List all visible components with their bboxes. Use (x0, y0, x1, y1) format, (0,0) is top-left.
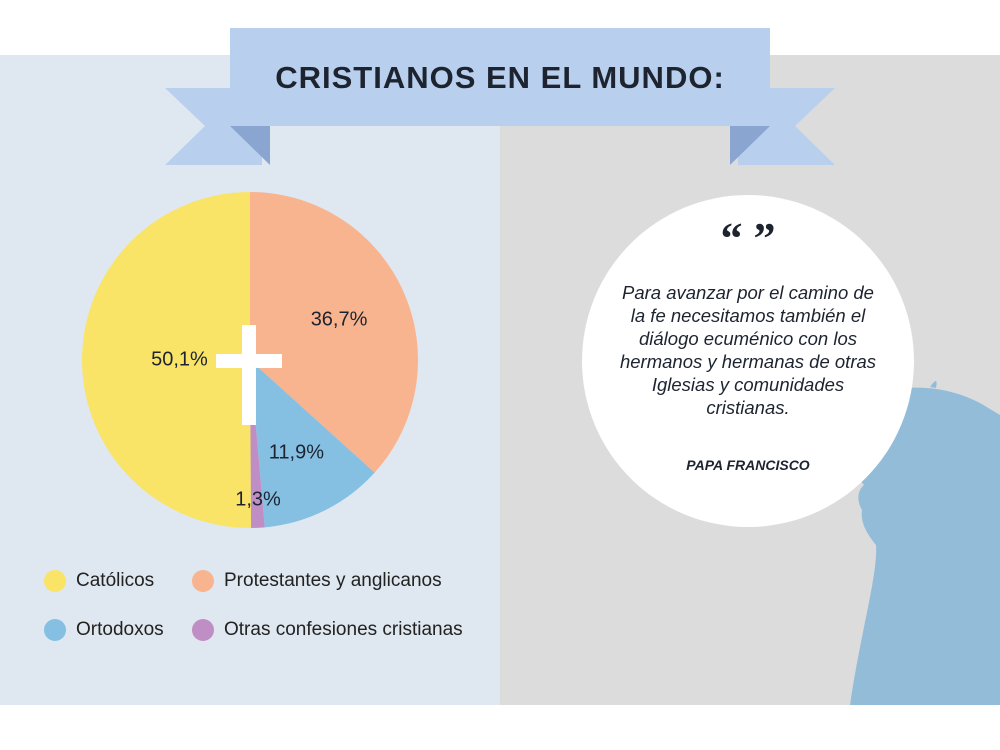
legend-dot-icon (44, 570, 66, 592)
quote-author: PAPA FRANCISCO (686, 457, 810, 473)
pie-label-4: 1,3% (235, 488, 281, 510)
pie-label-3: 11,9% (269, 442, 324, 464)
ribbon-right-fold (730, 126, 770, 165)
legend-item-catolicos: Católicos (44, 570, 154, 592)
pie-label-1: 50,1% (151, 349, 208, 371)
pie-slice-2 (250, 192, 418, 473)
pie-slices (81, 192, 418, 528)
pie-label-2: 36,7% (311, 309, 368, 331)
quote-marks-icon: “ ” (720, 214, 776, 263)
page-title: CRISTIANOS EN EL MUNDO: (275, 60, 725, 95)
quote-text: Para avanzar por el camino de la fe nece… (610, 281, 886, 419)
cross-icon (216, 325, 282, 425)
legend-item-ortodoxos: Ortodoxos (44, 619, 164, 641)
ribbon-main (230, 28, 770, 126)
pie-slice-1 (81, 192, 252, 528)
quote-bubble: “ ” Para avanzar por el camino de la fe … (582, 195, 914, 527)
legend-label: Otras confesiones cristianas (224, 619, 463, 640)
legend-dot-icon (192, 570, 214, 592)
quote-line: Iglesias y comunidades (651, 374, 845, 395)
pie-labels: 50,1% 36,7% 11,9% 1,3% (151, 309, 368, 511)
legend-item-protestantes: Protestantes y anglicanos (192, 570, 442, 592)
quote-line: hermanos y hermanas de otras (619, 351, 877, 372)
quote-line: cristianas. (706, 397, 790, 418)
legend-label: Católicos (76, 570, 155, 591)
pie-slice-3 (250, 360, 375, 528)
legend-label: Ortodoxos (76, 619, 164, 640)
legend-item-otras: Otras confesiones cristianas (192, 619, 463, 641)
legend-label: Protestantes y anglicanos (224, 570, 442, 591)
ribbon-left-fold (230, 126, 270, 165)
legend-dot-icon (44, 619, 66, 641)
legend-dot-icon (192, 619, 214, 641)
title-ribbon (165, 28, 835, 165)
pie-chart: 50,1% 36,7% 11,9% 1,3% (81, 192, 418, 528)
quote-line: Para avanzar por el camino de (622, 282, 874, 303)
quote-line: la fe necesitamos también el (630, 305, 866, 326)
quote-line: diálogo ecuménico con los (638, 328, 858, 349)
